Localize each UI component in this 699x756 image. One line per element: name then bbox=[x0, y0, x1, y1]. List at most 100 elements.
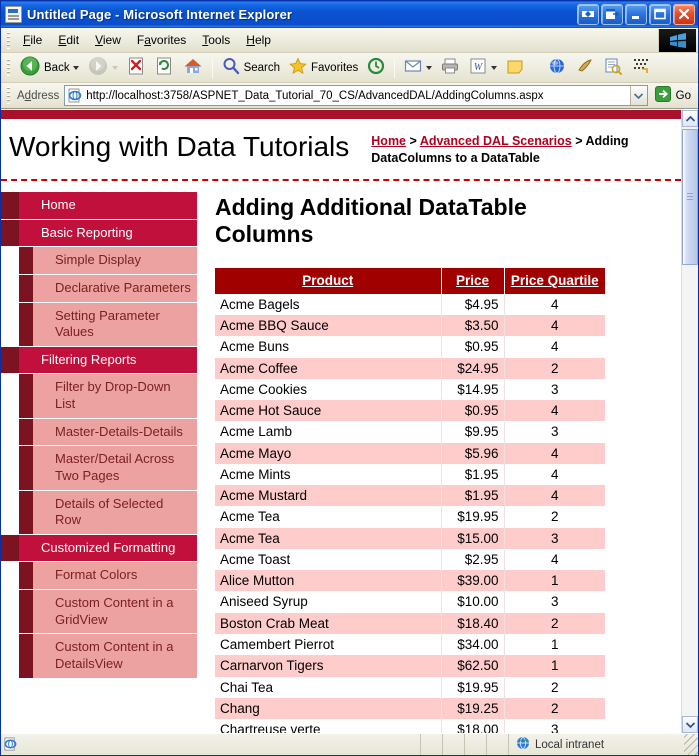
back-arrow-icon bbox=[19, 55, 41, 80]
search-label: Search bbox=[243, 61, 281, 74]
cell-price: $0.95 bbox=[441, 336, 505, 358]
pointer-icon bbox=[575, 56, 595, 79]
sidebar-item-customized-formatting[interactable]: Customized Formatting bbox=[1, 534, 197, 563]
maximize-button[interactable] bbox=[649, 4, 671, 25]
menu-help[interactable]: Help bbox=[246, 33, 271, 47]
new-window-button[interactable] bbox=[601, 4, 623, 25]
sidebar-item-custom-content-in-a-gridview[interactable]: Custom Content in a GridView bbox=[19, 590, 197, 635]
discuss-button[interactable] bbox=[501, 56, 529, 80]
table-row: Alice Mutton $39.00 1 bbox=[215, 570, 605, 592]
mail-icon bbox=[403, 56, 423, 79]
edit-word-button[interactable]: W bbox=[464, 56, 501, 80]
cell-price: $4.95 bbox=[441, 293, 505, 316]
cell-price: $39.00 bbox=[441, 570, 505, 592]
back-label: Back bbox=[44, 61, 70, 74]
page-header: Working with Data Tutorials Home > Advan… bbox=[1, 119, 681, 181]
page-icon bbox=[5, 6, 22, 23]
cell-price: $3.50 bbox=[441, 315, 505, 337]
toolbar-grip[interactable] bbox=[7, 59, 10, 76]
address-dropdown-button[interactable] bbox=[629, 86, 647, 105]
left-right-arrows-icon bbox=[578, 5, 598, 24]
scroll-up-button[interactable] bbox=[682, 110, 698, 127]
globe-zone-icon bbox=[515, 735, 531, 754]
scrollbar-thumb[interactable] bbox=[682, 129, 698, 265]
table-row: Chai Tea $19.95 2 bbox=[215, 676, 605, 698]
cell-price: $34.00 bbox=[441, 634, 505, 656]
scrollbar-track[interactable] bbox=[682, 127, 698, 716]
resize-grip[interactable] bbox=[684, 734, 698, 755]
window-export-icon bbox=[602, 5, 622, 24]
breadcrumb-section-link[interactable]: Advanced DAL Scenarios bbox=[419, 134, 572, 148]
main-content: Adding Additional DataTable Columns Prod… bbox=[197, 181, 681, 733]
table-row: Acme Lamb $9.95 3 bbox=[215, 421, 605, 443]
status-cell-4 bbox=[487, 734, 509, 755]
cell-price-quartile: 1 bbox=[550, 637, 559, 653]
menu-edit[interactable]: Edit bbox=[58, 33, 80, 47]
sidebar-item-details-of-selected-row[interactable]: Details of Selected Row bbox=[19, 490, 197, 535]
address-input[interactable]: http://localhost:3758/ASPNET_Data_Tutori… bbox=[64, 85, 648, 106]
research-button[interactable] bbox=[599, 56, 627, 80]
menu-file[interactable]: File bbox=[23, 33, 43, 47]
chevron-down-icon bbox=[634, 92, 644, 99]
address-grip[interactable] bbox=[7, 87, 10, 104]
scroll-down-button[interactable] bbox=[682, 716, 698, 733]
sidebar-item-master-details-details[interactable]: Master-Details-Details bbox=[19, 418, 197, 447]
sidebar-item-home[interactable]: Home bbox=[1, 192, 197, 220]
menu-grip[interactable] bbox=[7, 31, 10, 49]
grid-header-row: Product Price Price Quartile bbox=[215, 268, 605, 294]
sidebar-item-custom-content-in-a-detailsview[interactable]: Custom Content in a DetailsView bbox=[19, 634, 197, 679]
title-bar: Untitled Page - Microsoft Internet Explo… bbox=[1, 1, 698, 28]
vertical-scrollbar[interactable] bbox=[681, 110, 698, 733]
menu-tools[interactable]: Tools bbox=[202, 33, 231, 47]
close-button[interactable] bbox=[673, 4, 695, 25]
sidebar-item-basic-reporting[interactable]: Basic Reporting bbox=[1, 219, 197, 248]
stop-button[interactable] bbox=[122, 56, 150, 80]
send-button[interactable] bbox=[571, 56, 599, 80]
sidebar-item-filtering-reports[interactable]: Filtering Reports bbox=[1, 346, 197, 375]
search-button[interactable]: Search bbox=[217, 56, 284, 80]
back-button[interactable]: Back bbox=[15, 56, 83, 80]
breadcrumb-home-link[interactable]: Home bbox=[371, 134, 407, 148]
favorites-button[interactable]: Favorites bbox=[284, 56, 362, 80]
sidebar-item-filter-by-drop-down-list[interactable]: Filter by Drop-Down List bbox=[19, 374, 197, 419]
cell-price-quartile: 3 bbox=[550, 594, 559, 610]
search-icon bbox=[221, 56, 241, 79]
sidebar-item-declarative-parameters[interactable]: Declarative Parameters bbox=[19, 274, 197, 303]
mail-button[interactable] bbox=[399, 56, 436, 80]
cell-price-quartile: 4 bbox=[550, 339, 559, 355]
mail-dropdown-caret[interactable] bbox=[426, 65, 433, 70]
history-button[interactable] bbox=[362, 56, 390, 80]
minimize-button[interactable] bbox=[625, 4, 647, 25]
cell-price: $62.50 bbox=[441, 655, 505, 677]
cell-price-quartile: 4 bbox=[550, 466, 559, 482]
forward-button[interactable] bbox=[83, 56, 122, 80]
refresh-button[interactable] bbox=[150, 56, 178, 80]
sidebar-item-master-detail-across-two-pages[interactable]: Master/Detail Across Two Pages bbox=[19, 446, 197, 491]
column-header-price[interactable]: Price bbox=[441, 268, 505, 294]
column-header-product[interactable]: Product bbox=[215, 268, 442, 294]
encoding-button[interactable] bbox=[627, 56, 655, 80]
word-dropdown-caret[interactable] bbox=[491, 65, 498, 70]
column-header-product-label: Product bbox=[302, 273, 354, 289]
table-row: Chartreuse verte $18.00 3 bbox=[215, 719, 605, 733]
print-button[interactable] bbox=[436, 56, 464, 80]
forward-dropdown-caret[interactable] bbox=[111, 65, 118, 70]
menu-view[interactable]: View bbox=[95, 33, 121, 47]
messenger-button[interactable] bbox=[543, 56, 571, 80]
restore-group-button[interactable] bbox=[577, 4, 599, 25]
favorites-label: Favorites bbox=[311, 61, 359, 74]
go-button[interactable]: Go bbox=[652, 84, 695, 107]
back-dropdown-caret[interactable] bbox=[72, 65, 79, 70]
cell-price: $18.00 bbox=[441, 719, 505, 733]
page-title: Adding Additional DataTable Columns bbox=[215, 194, 527, 248]
sidebar-item-setting-parameter-values[interactable]: Setting Parameter Values bbox=[19, 302, 197, 347]
cell-price-quartile: 2 bbox=[504, 357, 605, 379]
window-title: Untitled Page - Microsoft Internet Explo… bbox=[27, 7, 293, 22]
sidebar-item-simple-display[interactable]: Simple Display bbox=[19, 247, 197, 275]
sidebar-item-format-colors[interactable]: Format Colors bbox=[19, 562, 197, 590]
menu-favorites[interactable]: Favorites bbox=[136, 33, 187, 47]
column-header-price-quartile[interactable]: Price Quartile bbox=[504, 268, 605, 294]
home-button[interactable] bbox=[178, 56, 208, 80]
security-zone[interactable]: Local intranet bbox=[509, 734, 684, 755]
cell-product: Acme Cookies bbox=[215, 378, 442, 401]
